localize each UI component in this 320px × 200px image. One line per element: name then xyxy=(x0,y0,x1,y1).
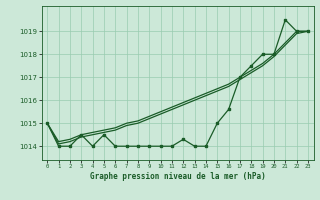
X-axis label: Graphe pression niveau de la mer (hPa): Graphe pression niveau de la mer (hPa) xyxy=(90,172,266,181)
